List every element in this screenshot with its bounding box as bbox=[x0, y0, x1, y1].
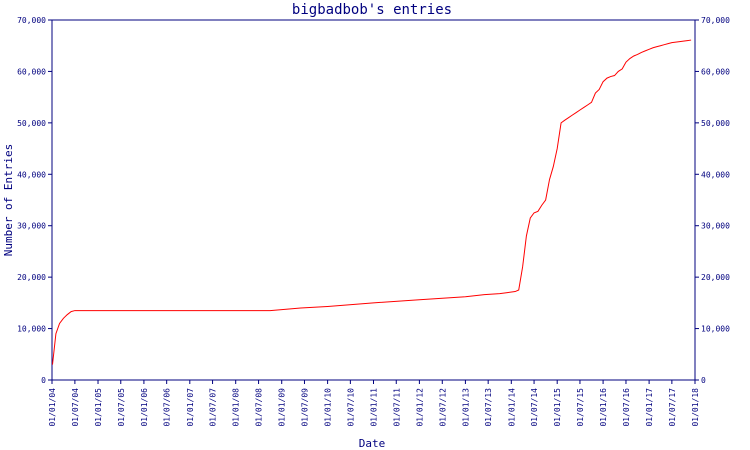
x-tick-label: 01/07/09 bbox=[300, 388, 309, 427]
y-tick-label-left: 70,000 bbox=[17, 16, 46, 25]
x-tick-label: 01/07/16 bbox=[622, 388, 631, 427]
x-tick-label: 01/01/04 bbox=[48, 388, 57, 427]
y-tick-label-right: 70,000 bbox=[701, 16, 730, 25]
x-tick-label: 01/07/11 bbox=[392, 388, 401, 427]
x-tick-label: 01/07/10 bbox=[346, 388, 355, 427]
x-axis-label: Date bbox=[359, 437, 386, 450]
x-tick-label: 01/01/07 bbox=[186, 388, 195, 427]
plot-frame bbox=[51, 19, 696, 381]
x-tick-label: 01/01/10 bbox=[324, 388, 333, 427]
x-tick-label: 01/01/09 bbox=[278, 388, 287, 427]
y-tick-label-right: 50,000 bbox=[701, 119, 730, 128]
x-tick-label: 01/01/13 bbox=[461, 388, 470, 427]
x-tick-label: 01/07/05 bbox=[117, 388, 126, 427]
x-tick-label: 01/07/07 bbox=[209, 388, 218, 427]
y-tick-label-left: 60,000 bbox=[17, 67, 46, 76]
x-tick-label: 01/01/05 bbox=[94, 388, 103, 427]
y-tick-label-left: 10,000 bbox=[17, 325, 46, 334]
x-tick-label: 01/07/06 bbox=[163, 388, 172, 427]
x-tick-label: 01/07/04 bbox=[71, 388, 80, 427]
y-tick-label-left: 40,000 bbox=[17, 170, 46, 179]
y-tick-label-left: 50,000 bbox=[17, 119, 46, 128]
x-tick-label: 01/01/11 bbox=[370, 388, 379, 427]
series-line bbox=[52, 39, 692, 365]
x-tick-label: 01/01/18 bbox=[691, 388, 700, 427]
x-tick-label: 01/07/12 bbox=[438, 388, 447, 427]
x-tick-label: 01/07/17 bbox=[668, 388, 677, 427]
x-tick-label: 01/01/16 bbox=[599, 388, 608, 427]
x-tick-label: 01/07/13 bbox=[484, 388, 493, 427]
x-ticks: 01/01/04 01/07/04 01/01/05 01/07/05 01/01/06… bbox=[48, 380, 700, 427]
y-tick-label-right: 0 bbox=[701, 376, 706, 385]
x-tick-label: 01/07/15 bbox=[576, 388, 585, 427]
y-tick-label-right: 40,000 bbox=[701, 170, 730, 179]
y-tick-label-right: 20,000 bbox=[701, 273, 730, 282]
y-tick-label-right: 10,000 bbox=[701, 325, 730, 334]
y-tick-label-right: 60,000 bbox=[701, 67, 730, 76]
x-tick-label: 01/01/08 bbox=[232, 388, 241, 427]
chart-title: bigbadbob's entries bbox=[292, 2, 452, 18]
x-tick-label: 01/01/17 bbox=[645, 388, 654, 427]
x-tick-label: 01/07/08 bbox=[255, 388, 264, 427]
x-tick-label: 01/07/14 bbox=[530, 388, 539, 427]
x-tick-label: 01/01/12 bbox=[415, 388, 424, 427]
y-tick-label-left: 30,000 bbox=[17, 222, 46, 231]
series-layer bbox=[52, 39, 692, 365]
x-tick-label: 01/01/15 bbox=[553, 388, 562, 427]
y-axis-label: Number of Entries bbox=[2, 144, 15, 257]
x-tick-label: 01/01/06 bbox=[140, 388, 149, 427]
y-tick-label-right: 30,000 bbox=[701, 222, 730, 231]
x-tick-label: 01/01/14 bbox=[507, 388, 516, 427]
y-tick-label-left: 20,000 bbox=[17, 273, 46, 282]
y-ticks: 0 0 10,000 10,000 20,000 20,000 30,000 30,000 40… bbox=[17, 16, 730, 385]
y-tick-label-left: 0 bbox=[41, 376, 46, 385]
